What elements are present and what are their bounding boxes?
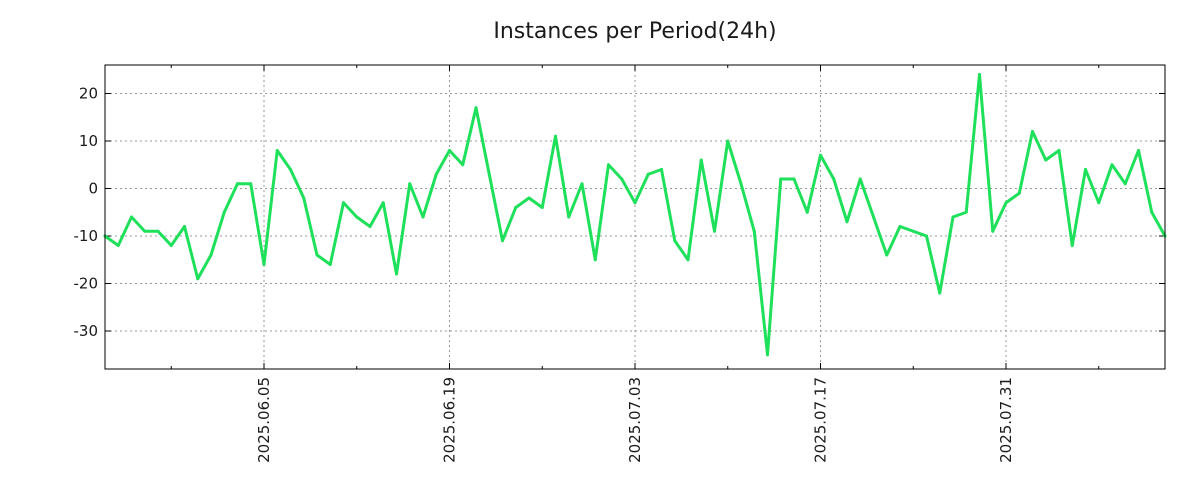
data-point bbox=[1044, 158, 1048, 162]
data-point bbox=[898, 225, 902, 228]
data-point bbox=[130, 215, 133, 219]
data-point bbox=[858, 177, 862, 181]
x-tick-label: 2025.06.19 bbox=[441, 377, 459, 463]
data-point bbox=[249, 182, 253, 186]
data-point bbox=[766, 353, 769, 357]
data-point bbox=[580, 182, 584, 186]
data-point bbox=[1123, 182, 1127, 186]
data-point bbox=[964, 210, 968, 214]
data-point bbox=[991, 229, 995, 233]
data-point bbox=[355, 215, 359, 219]
data-point bbox=[196, 277, 200, 281]
data-point bbox=[156, 229, 160, 233]
data-point bbox=[593, 258, 597, 262]
y-tick-label: -10 bbox=[74, 227, 99, 245]
data-point bbox=[1017, 191, 1021, 195]
data-point bbox=[660, 168, 663, 171]
data-point bbox=[726, 139, 730, 143]
data-point bbox=[845, 220, 849, 224]
data-point bbox=[408, 182, 412, 186]
data-point bbox=[792, 177, 796, 181]
data-point bbox=[739, 182, 743, 186]
data-point bbox=[1150, 210, 1154, 214]
data-point bbox=[222, 210, 226, 214]
data-point bbox=[487, 172, 491, 176]
chart-title: Instances per Period(24h) bbox=[493, 19, 776, 44]
data-point bbox=[236, 182, 239, 186]
data-point bbox=[461, 163, 465, 167]
data-point bbox=[1057, 149, 1061, 152]
data-point bbox=[1084, 168, 1087, 171]
plot-frame bbox=[104, 64, 1166, 370]
data-point bbox=[686, 258, 690, 262]
data-point bbox=[872, 215, 875, 219]
data-point bbox=[275, 149, 279, 152]
y-tick-label: 20 bbox=[79, 85, 98, 103]
data-point bbox=[395, 272, 398, 276]
data-point bbox=[262, 263, 266, 266]
data-point bbox=[421, 215, 425, 219]
data-point bbox=[646, 172, 650, 176]
data-point bbox=[885, 253, 889, 257]
grid bbox=[105, 65, 1165, 369]
data-point bbox=[1004, 201, 1008, 205]
data-point bbox=[527, 196, 531, 200]
data-point bbox=[169, 244, 173, 247]
data-point bbox=[1097, 201, 1101, 205]
data-point bbox=[633, 201, 637, 205]
x-tick-label: 2025.06.05 bbox=[255, 377, 273, 463]
data-point bbox=[607, 163, 610, 167]
data-point bbox=[501, 239, 504, 243]
series-layer bbox=[103, 73, 1167, 357]
data-point bbox=[620, 177, 624, 181]
data-point bbox=[1070, 244, 1074, 247]
x-tick-label: 2025.07.31 bbox=[997, 377, 1015, 463]
data-point bbox=[315, 253, 319, 257]
data-point bbox=[819, 153, 822, 157]
data-point bbox=[368, 225, 372, 228]
data-point bbox=[911, 229, 915, 233]
x-tick-label: 2025.07.17 bbox=[812, 377, 830, 463]
x-tick-label: 2025.07.03 bbox=[626, 377, 644, 463]
data-point bbox=[951, 215, 955, 219]
data-point bbox=[978, 73, 981, 76]
data-point bbox=[474, 106, 478, 110]
data-point bbox=[1031, 130, 1034, 133]
data-point bbox=[328, 263, 332, 266]
data-point bbox=[938, 291, 942, 295]
data-point bbox=[514, 206, 518, 209]
data-point bbox=[699, 158, 703, 162]
data-point bbox=[752, 229, 756, 233]
data-point bbox=[448, 149, 451, 152]
y-tick-label: 0 bbox=[88, 180, 98, 198]
data-point bbox=[554, 134, 557, 138]
data-point bbox=[567, 215, 571, 219]
data-point bbox=[673, 239, 677, 243]
data-point bbox=[540, 206, 544, 209]
data-point bbox=[925, 234, 928, 238]
data-point bbox=[434, 172, 438, 176]
y-tick-label: -20 bbox=[74, 275, 99, 293]
data-point bbox=[289, 168, 292, 171]
data-point bbox=[1110, 163, 1114, 167]
y-tick-label: 10 bbox=[79, 132, 98, 150]
data-point bbox=[209, 253, 213, 257]
data-point bbox=[302, 196, 306, 200]
data-point bbox=[713, 229, 716, 233]
data-point bbox=[183, 225, 186, 228]
data-point bbox=[116, 244, 120, 247]
data-point bbox=[143, 229, 147, 233]
axis-tick-labels: 20 10 0 -10 -20 -30 2025.06.05 2025.06.19 2025.0… bbox=[74, 85, 1016, 463]
data-point bbox=[805, 210, 809, 214]
data-point bbox=[832, 177, 836, 181]
data-point bbox=[779, 177, 783, 181]
data-point bbox=[342, 201, 345, 205]
data-point bbox=[381, 201, 385, 205]
data-point bbox=[1137, 149, 1140, 152]
y-tick-label: -30 bbox=[74, 322, 99, 340]
